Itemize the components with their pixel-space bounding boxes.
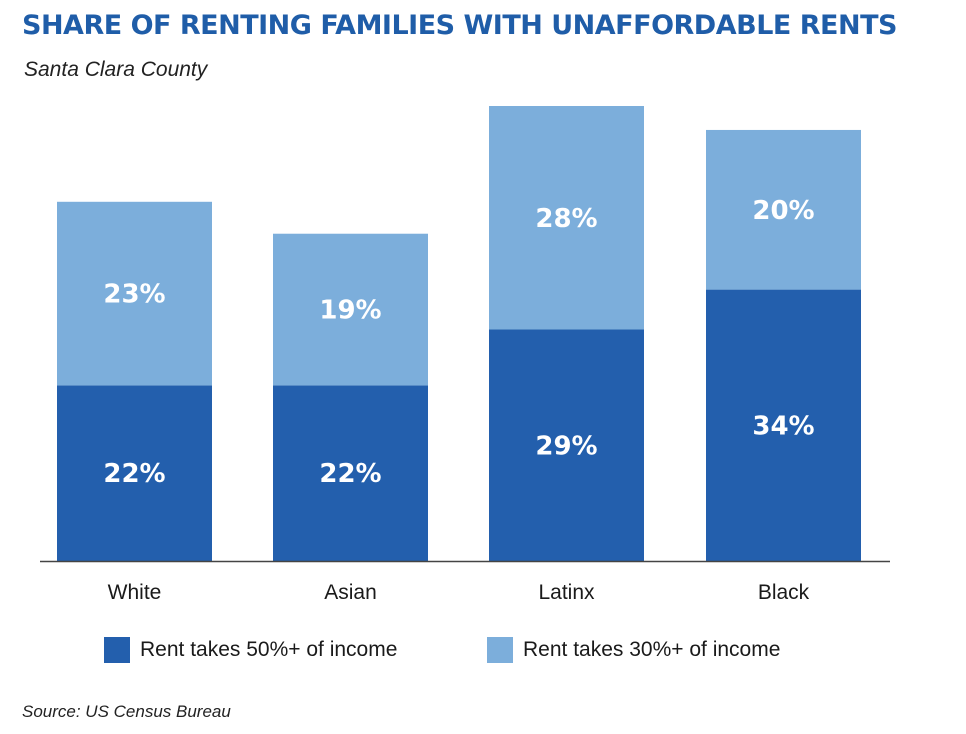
data-label-white-50-percent: 22% xyxy=(103,459,165,489)
category-label-asian: Asian xyxy=(324,581,377,604)
chart-title: SHARE OF RENTING FAMILIES WITH UNAFFORDA… xyxy=(22,10,897,41)
legend-label-50-percent: Rent takes 50%+ of income xyxy=(140,638,398,661)
data-label-black-30-percent: 20% xyxy=(752,196,814,226)
legend-label-30-percent: Rent takes 30%+ of income xyxy=(523,638,781,661)
bar-black-30-percent xyxy=(706,129,861,290)
data-label-latinx-30-percent: 28% xyxy=(535,204,597,234)
bar-asian-30-percent xyxy=(273,233,428,386)
bar-latinx-50-percent xyxy=(489,329,644,561)
bar-asian-50-percent xyxy=(273,385,428,561)
data-label-latinx-50-percent: 29% xyxy=(535,431,597,461)
data-label-asian-30-percent: 19% xyxy=(319,296,381,326)
category-label-latinx: Latinx xyxy=(538,581,595,604)
data-label-black-50-percent: 34% xyxy=(752,411,814,441)
bar-white-30-percent xyxy=(57,201,212,386)
bar-black-50-percent xyxy=(706,289,861,561)
legend-item-50-percent: Rent takes 50%+ of income xyxy=(104,636,397,664)
legend-swatch-light-blue xyxy=(487,637,513,663)
source-note: Source: US Census Bureau xyxy=(22,702,231,721)
legend-item-30-percent: Rent takes 30%+ of income xyxy=(487,636,780,664)
data-label-white-30-percent: 23% xyxy=(103,280,165,310)
category-label-black: Black xyxy=(758,581,810,604)
bar-latinx-30-percent xyxy=(489,106,644,330)
chart-subtitle: Santa Clara County xyxy=(24,58,208,81)
stacked-bar-chart: 22% 23% White 22% 19% Asian 29% 28% Latinx 34% 20%… xyxy=(40,106,890,604)
legend-swatch-dark-blue xyxy=(104,637,130,663)
category-label-white: White xyxy=(108,581,162,604)
bar-white-50-percent xyxy=(57,385,212,561)
data-label-asian-50-percent: 22% xyxy=(319,459,381,489)
